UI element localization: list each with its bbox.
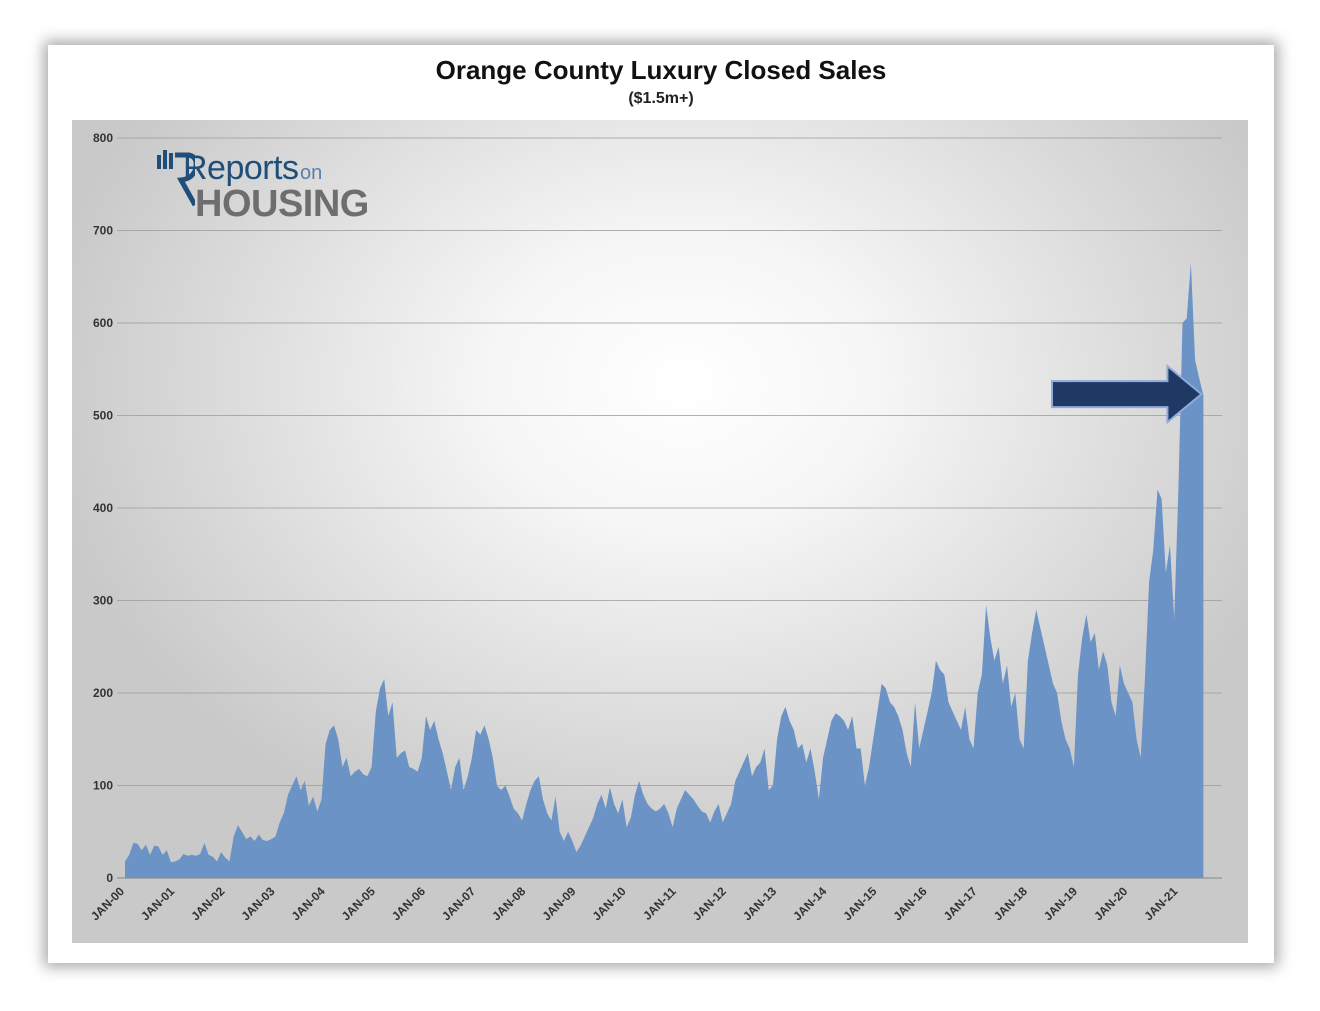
x-tick-label: JAN-03 xyxy=(238,884,277,923)
y-tick-label: 400 xyxy=(93,501,113,515)
logo-housing-text: HOUSING xyxy=(195,183,369,225)
x-tick-label: JAN-17 xyxy=(941,884,980,923)
x-tick-label: JAN-00 xyxy=(88,884,127,923)
x-tick-label: JAN-10 xyxy=(590,884,629,923)
arrow-annotation-icon xyxy=(1051,364,1204,425)
y-tick-label: 100 xyxy=(93,779,113,793)
y-tick-label: 500 xyxy=(93,409,113,423)
x-tick-label: JAN-19 xyxy=(1041,884,1080,923)
x-tick-label: JAN-04 xyxy=(289,884,328,923)
y-tick-label: 200 xyxy=(93,686,113,700)
area-series xyxy=(125,262,1204,878)
y-tick-label: 800 xyxy=(93,131,113,145)
x-tick-label: JAN-13 xyxy=(740,884,779,923)
logo-reports-text: Reports xyxy=(183,149,299,187)
y-tick-label: 0 xyxy=(106,871,113,885)
x-tick-label: JAN-08 xyxy=(489,884,528,923)
y-tick-label: 300 xyxy=(93,594,113,608)
x-tick-label: JAN-11 xyxy=(640,884,679,923)
logo-on-text: on xyxy=(300,162,323,184)
x-tick-label: JAN-14 xyxy=(790,884,829,923)
x-tick-label: JAN-01 xyxy=(138,884,177,923)
x-tick-label: JAN-02 xyxy=(188,884,227,923)
x-tick-label: JAN-07 xyxy=(439,884,478,923)
chart-subtitle: ($1.5m+) xyxy=(628,90,694,107)
x-tick-label: JAN-18 xyxy=(991,884,1030,923)
x-tick-label: JAN-12 xyxy=(690,884,729,923)
y-tick-label: 700 xyxy=(93,224,113,238)
logo-mark-icon xyxy=(157,150,195,207)
x-tick-label: JAN-21 xyxy=(1141,884,1180,923)
x-tick-label: JAN-16 xyxy=(891,884,930,923)
x-tick-label: JAN-05 xyxy=(339,884,378,923)
reports-on-housing-logo: Reports on HOUSING xyxy=(155,145,395,230)
x-tick-label: JAN-09 xyxy=(539,884,578,923)
chart-title: Orange County Luxury Closed Sales xyxy=(435,55,887,85)
x-tick-label: JAN-20 xyxy=(1091,884,1130,923)
x-tick-label: JAN-06 xyxy=(389,884,428,923)
x-tick-label: JAN-15 xyxy=(840,884,879,923)
y-tick-label: 600 xyxy=(93,316,113,330)
